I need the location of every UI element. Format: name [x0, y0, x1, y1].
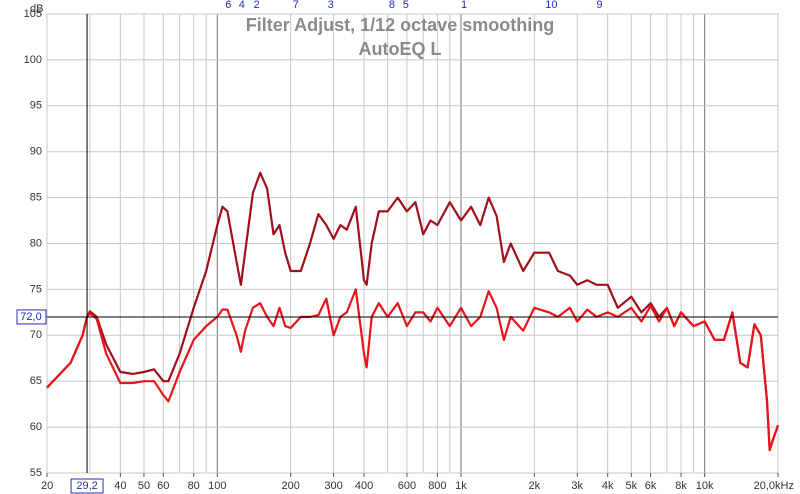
x-tick-label: 300 — [324, 480, 342, 492]
y-axis-label: dB — [30, 3, 43, 15]
x-tick-label: 400 — [355, 480, 373, 492]
series-line — [46, 288, 780, 452]
cursor-y-label: 72,0 — [20, 311, 41, 323]
filter-marker: 8 — [389, 0, 395, 11]
x-tick-label: 50 — [138, 480, 150, 492]
x-tick-label: 60 — [157, 480, 169, 492]
x-tick-label: 20 — [41, 480, 53, 492]
chart-title: Filter Adjust, 1/12 octave smoothing — [246, 15, 554, 35]
cursor-x-label: 29,2 — [76, 480, 97, 492]
filter-marker: 10 — [545, 0, 557, 11]
filter-marker: 9 — [596, 0, 602, 11]
y-tick-label: 60 — [30, 421, 42, 433]
y-tick-label: 100 — [24, 54, 42, 66]
y-tick-label: 85 — [30, 192, 42, 204]
y-tick-label: 90 — [30, 146, 42, 158]
filter-marker: 7 — [293, 0, 299, 11]
x-tick-label: 5k — [625, 480, 637, 492]
filter-marker: 5 — [403, 0, 409, 11]
filter-marker: 6 — [225, 0, 231, 11]
x-tick-label: 4k — [602, 480, 614, 492]
x-tick-label: 3k — [571, 480, 583, 492]
x-tick-label: 2k — [529, 480, 541, 492]
x-tick-label: 10k — [696, 480, 714, 492]
y-tick-label: 55 — [30, 467, 42, 479]
cursor-y-box — [16, 309, 47, 325]
x-tick-label: 6k — [645, 480, 657, 492]
x-tick-label: 1k — [455, 480, 467, 492]
filter-marker: 3 — [328, 0, 334, 11]
x-tick-label: 8k — [675, 480, 687, 492]
filter-marker: 4 — [239, 0, 245, 11]
x-tick-label: 80 — [188, 480, 200, 492]
filter-marker: 2 — [254, 0, 260, 11]
y-tick-label: 80 — [30, 237, 42, 249]
y-tick-label: 65 — [30, 375, 42, 387]
x-tick-label: 200 — [281, 480, 299, 492]
x-tick-label: 800 — [428, 480, 446, 492]
cursor-x-box — [70, 478, 104, 494]
y-tick-label: 70 — [30, 329, 42, 341]
filter-marker: 1 — [461, 0, 467, 11]
chart-subtitle: AutoEQ L — [359, 39, 442, 59]
x-tick-label: 40 — [114, 480, 126, 492]
x-tick-label: 20,0kHz — [754, 480, 794, 492]
y-tick-label: 75 — [30, 283, 42, 295]
y-tick-label: 95 — [30, 100, 42, 112]
y-tick-label: 105 — [24, 8, 42, 20]
x-tick-label: 600 — [398, 480, 416, 492]
x-tick-label: 100 — [208, 480, 226, 492]
